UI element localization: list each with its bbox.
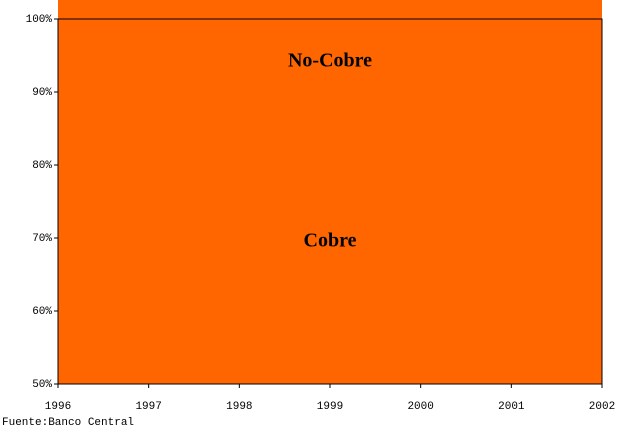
x-tick-label: 2000 <box>407 401 433 413</box>
y-tick-label: 100% <box>26 14 53 26</box>
y-tick-label: 90% <box>32 87 52 99</box>
x-tick-label: 2001 <box>498 401 525 413</box>
y-tick-label: 80% <box>32 160 52 172</box>
x-tick-label: 2002 <box>589 401 615 413</box>
x-tick-label: 1997 <box>135 401 161 413</box>
y-tick-label: 60% <box>32 306 52 318</box>
source-note: Fuente:Banco Central <box>2 417 134 429</box>
series-label: No-Cobre <box>288 50 372 72</box>
x-tick-label: 1999 <box>317 401 343 413</box>
y-tick-label: 50% <box>32 379 52 391</box>
x-tick-label: 1996 <box>45 401 71 413</box>
x-tick-label: 1998 <box>226 401 252 413</box>
y-tick-label: 70% <box>32 233 52 245</box>
series-label: Cobre <box>304 230 357 252</box>
area <box>58 0 602 384</box>
